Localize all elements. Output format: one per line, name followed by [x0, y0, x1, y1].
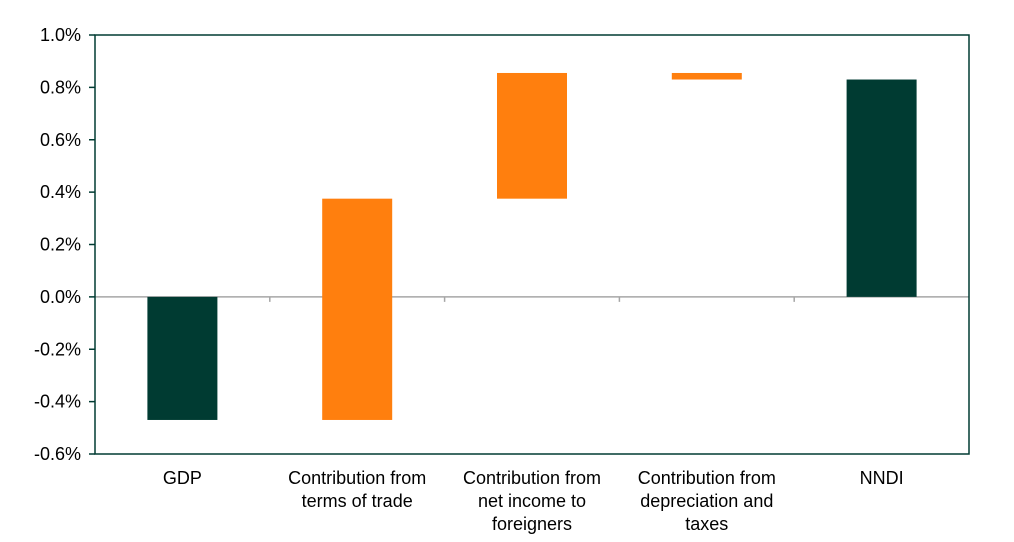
category-label-line: taxes	[685, 514, 728, 534]
bar-total	[147, 296, 218, 420]
y-tick-label: 0.0%	[40, 287, 81, 307]
y-tick-label: -0.2%	[34, 339, 81, 359]
category-label-line: net income to	[478, 491, 586, 511]
category-label-line: NNDI	[860, 468, 904, 488]
category-label-line: GDP	[163, 468, 202, 488]
bar-contribution	[322, 198, 393, 420]
category-label-line: Contribution from	[638, 468, 776, 488]
y-tick-label: -0.6%	[34, 444, 81, 464]
category-label-line: foreigners	[492, 514, 572, 534]
y-axis: 1.0% 0.8% 0.6% 0.4% 0.2% 0.0% -0.2% -0.4% -0.6%	[34, 25, 95, 464]
bar-total	[846, 79, 917, 297]
y-tick-label: 0.4%	[40, 182, 81, 202]
category-label: Contribution from terms of trade	[288, 468, 426, 511]
category-label: GDP	[163, 468, 202, 488]
x-axis: GDP Contribution from terms of tradeContri…	[163, 468, 904, 534]
category-label: Contribution from depreciation and taxes	[638, 468, 776, 534]
bar-contribution	[671, 72, 742, 80]
y-tick-label: 0.8%	[40, 77, 81, 97]
bar-contribution	[497, 72, 567, 199]
category-label: Contribution from net income to foreigners	[463, 468, 601, 534]
y-tick-label: 0.6%	[40, 130, 81, 150]
category-label-line: depreciation and	[640, 491, 773, 511]
y-tick-label: 1.0%	[40, 25, 81, 45]
category-label: NNDI	[860, 468, 904, 488]
category-label-line: Contribution from	[288, 468, 426, 488]
category-label-line: Contribution from	[463, 468, 601, 488]
zero-line-layer	[95, 296, 969, 302]
bars-layer	[147, 72, 917, 420]
y-tick-label: 0.2%	[40, 235, 81, 255]
y-tick-label: -0.4%	[34, 392, 81, 412]
category-label-line: terms of trade	[302, 491, 413, 511]
